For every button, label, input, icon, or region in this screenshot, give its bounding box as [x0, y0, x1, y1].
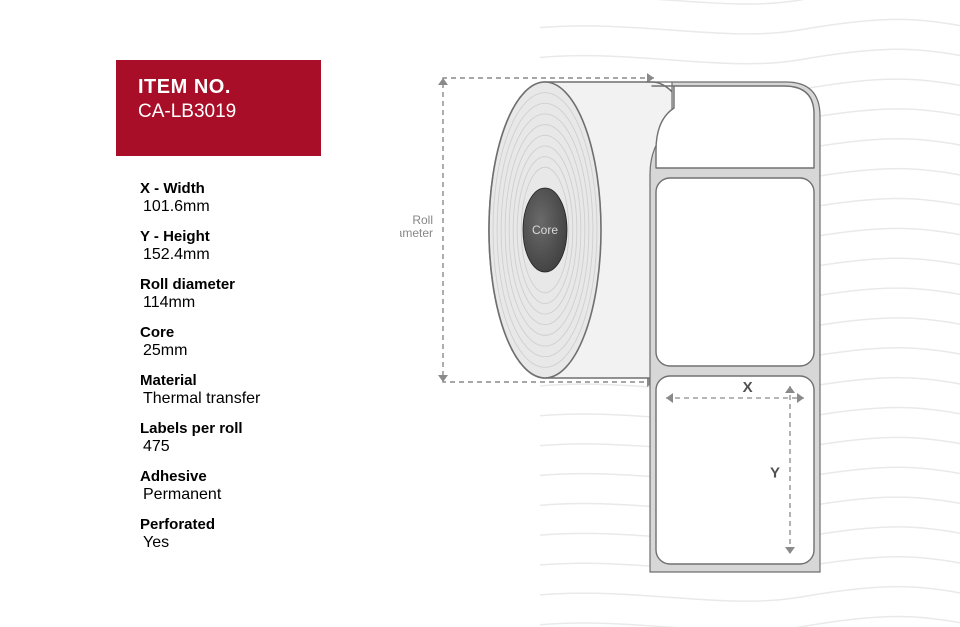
item-number-box: ITEM NO. CA-LB3019	[116, 60, 321, 156]
spec-label: Perforated	[140, 516, 370, 533]
spec-label: Core	[140, 324, 370, 341]
spec-item: X - Width101.6mm	[140, 180, 370, 216]
spec-item: Core25mm	[140, 324, 370, 360]
spec-list: X - Width101.6mm Y - Height152.4mm Roll di…	[140, 180, 370, 564]
spec-item: AdhesivePermanent	[140, 468, 370, 504]
spec-value: Yes	[143, 534, 370, 552]
spec-item: Y - Height152.4mm	[140, 228, 370, 264]
spec-item: Roll diameter114mm	[140, 276, 370, 312]
spec-value: Permanent	[143, 486, 370, 504]
label-roll-diagram: Rolldiameter Core X Y	[400, 52, 830, 582]
spec-label: Labels per roll	[140, 420, 370, 437]
spec-label: Roll diameter	[140, 276, 370, 293]
spec-value: 114mm	[143, 294, 370, 312]
svg-text:Rolldiameter: Rolldiameter	[400, 213, 433, 240]
spec-value: 25mm	[143, 342, 370, 360]
spec-item: Labels per roll475	[140, 420, 370, 456]
spec-value: Thermal transfer	[143, 390, 370, 408]
item-code: CA-LB3019	[138, 101, 299, 123]
spec-item: MaterialThermal transfer	[140, 372, 370, 408]
svg-text:Core: Core	[532, 223, 558, 237]
spec-value: 475	[143, 438, 370, 456]
spec-label: Adhesive	[140, 468, 370, 485]
spec-value: 101.6mm	[143, 198, 370, 216]
svg-text:X: X	[743, 379, 753, 396]
svg-text:Y: Y	[770, 465, 780, 482]
spec-label: X - Width	[140, 180, 370, 197]
spec-value: 152.4mm	[143, 246, 370, 264]
spec-label: Y - Height	[140, 228, 370, 245]
item-title: ITEM NO.	[138, 76, 299, 99]
spec-label: Material	[140, 372, 370, 389]
spec-item: PerforatedYes	[140, 516, 370, 552]
